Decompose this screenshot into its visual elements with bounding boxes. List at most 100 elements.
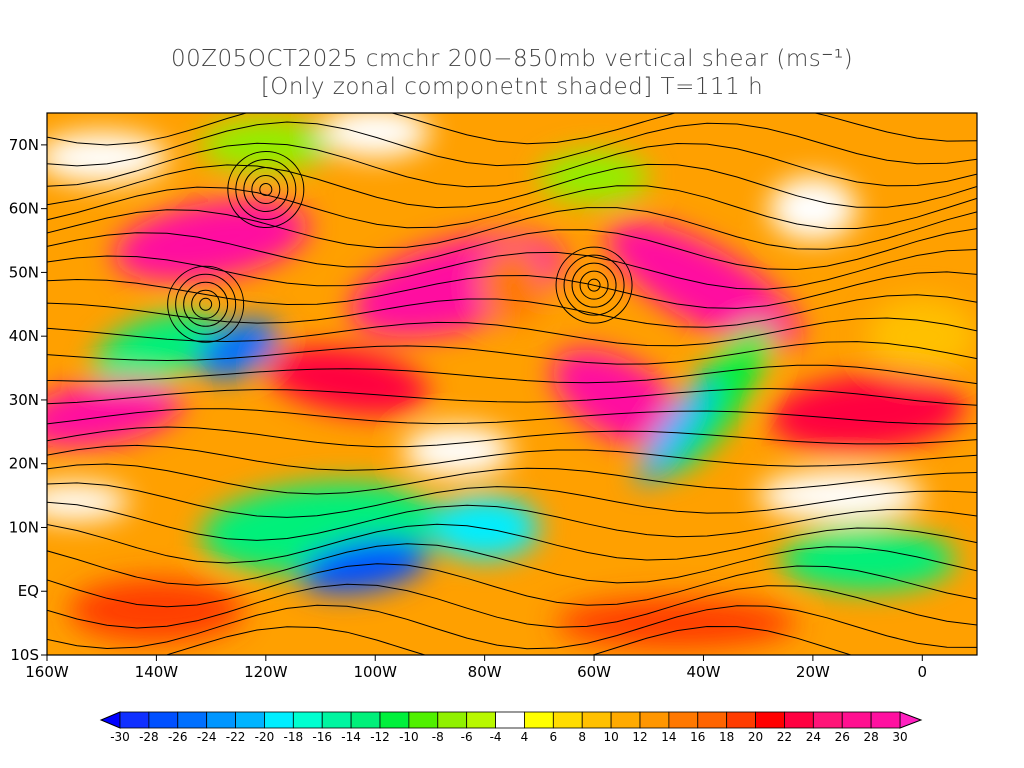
colorbar-swatch <box>350 711 381 729</box>
shear-region <box>299 538 430 594</box>
colorbar-swatch <box>697 711 728 729</box>
streamline <box>47 426 977 448</box>
colorbar-swatch <box>581 711 612 729</box>
streamline <box>47 543 977 586</box>
y-tick-label: EQ <box>18 582 39 600</box>
streamline-vortex <box>235 159 297 221</box>
colorbar-label: -6 <box>461 730 473 744</box>
streamline <box>47 625 853 655</box>
streamline <box>47 501 977 541</box>
streamline <box>47 249 977 290</box>
map-frame <box>46 112 978 656</box>
streamline-vortex <box>175 273 237 335</box>
streamline-vortex <box>199 297 213 311</box>
colorbar-swatch <box>408 711 439 729</box>
chart-title: 00Z05OCT2025 cmchr 200−850mb vertical sh… <box>170 46 854 72</box>
colorbar-swatch <box>639 711 670 729</box>
colorbar-swatch <box>668 711 699 729</box>
colorbar-label: -20 <box>255 730 275 744</box>
colorbar-under-arrow <box>99 711 121 729</box>
streamline-vortex <box>587 278 601 292</box>
streamline-vortex <box>571 262 617 308</box>
streamline <box>47 364 977 385</box>
colorbar-label: -24 <box>197 730 217 744</box>
x-tick-label: 100W <box>354 663 398 681</box>
streamline <box>47 563 977 608</box>
streamline-vortex <box>243 167 289 213</box>
chart-subtitle: [Only zonal componetnt shaded] T=111 h <box>260 74 764 100</box>
colorbar-swatch <box>495 711 525 729</box>
streamline <box>47 142 977 188</box>
streamline-vortex <box>167 265 245 343</box>
y-tick-label: 40N <box>9 327 39 345</box>
shear-region <box>780 527 956 592</box>
x-tick-label: 160W <box>25 663 69 681</box>
colorbar-label: 16 <box>690 730 705 744</box>
colorbar-swatch <box>812 711 843 729</box>
x-tick-label: 60W <box>577 663 611 681</box>
streamline-vortex <box>563 254 625 316</box>
streamline-vortex <box>227 151 305 229</box>
shear-region <box>637 378 716 485</box>
colorbar-label: -14 <box>341 730 361 744</box>
colorbar-swatch <box>841 711 872 729</box>
streamline <box>47 294 977 328</box>
colorbar-swatch <box>119 711 150 729</box>
shear-region <box>93 311 220 387</box>
shear-region <box>402 425 512 477</box>
colorbar-label: 12 <box>632 730 647 744</box>
colorbar-label: 24 <box>806 730 821 744</box>
streamline <box>47 583 977 629</box>
colorbar-label: 28 <box>863 730 878 744</box>
shear-region <box>867 297 977 375</box>
x-tick-label: 80W <box>468 663 502 681</box>
colorbar-label: 6 <box>550 730 558 744</box>
colorbar-swatch <box>466 711 496 729</box>
shear-region <box>47 132 168 184</box>
streamline <box>47 271 977 309</box>
streamline <box>47 408 977 425</box>
shear-region <box>769 176 857 241</box>
streamline-vortex <box>251 175 281 205</box>
shear-region <box>320 113 430 158</box>
colorbar-swatch <box>784 711 814 729</box>
shear-region <box>758 470 923 522</box>
shear-region <box>769 373 966 452</box>
colorbar-label: -4 <box>490 730 502 744</box>
streamline <box>47 163 977 209</box>
y-tick-label: 10N <box>9 518 39 536</box>
y-tick-label: 50N <box>9 263 39 281</box>
colorbar-label: -28 <box>139 730 159 744</box>
shear-region <box>429 495 540 560</box>
streamline-vortex <box>191 289 221 319</box>
shear-region <box>200 119 332 171</box>
streamline-vortex <box>183 281 229 327</box>
colorbar-swatch <box>264 711 294 729</box>
colorbar-label: -10 <box>399 730 419 744</box>
shear-region <box>113 199 309 282</box>
shear-region <box>606 221 801 350</box>
colorbar-swatch <box>379 711 410 729</box>
shear-region <box>552 349 691 451</box>
streamline-vortex <box>579 270 609 300</box>
streamline <box>47 444 977 471</box>
streamline <box>47 317 977 347</box>
x-tick-label: 140W <box>135 663 179 681</box>
colorbar-label: 10 <box>603 730 618 744</box>
colorbar-label: -26 <box>168 730 188 744</box>
streamline <box>47 463 977 495</box>
colorbar-swatch <box>552 711 583 729</box>
colorbar-swatch <box>206 711 236 729</box>
streamline-vortex <box>259 183 273 197</box>
colorbar-label: 20 <box>748 730 763 744</box>
streamline <box>47 388 977 406</box>
colorbar-swatch <box>437 711 468 729</box>
colorbar: -30 -28 -26 -24 -22 -20 -18 -16 -14 -12 -10 -8 -6 -4 4… <box>99 711 923 744</box>
x-tick-label: 40W <box>687 663 721 681</box>
colorbar-label: 22 <box>777 730 792 744</box>
streamline <box>47 207 977 250</box>
colorbar-label: -22 <box>226 730 246 744</box>
streamline <box>47 604 977 650</box>
colorbar-label: 8 <box>578 730 586 744</box>
y-tick-label: 30N <box>9 391 39 409</box>
